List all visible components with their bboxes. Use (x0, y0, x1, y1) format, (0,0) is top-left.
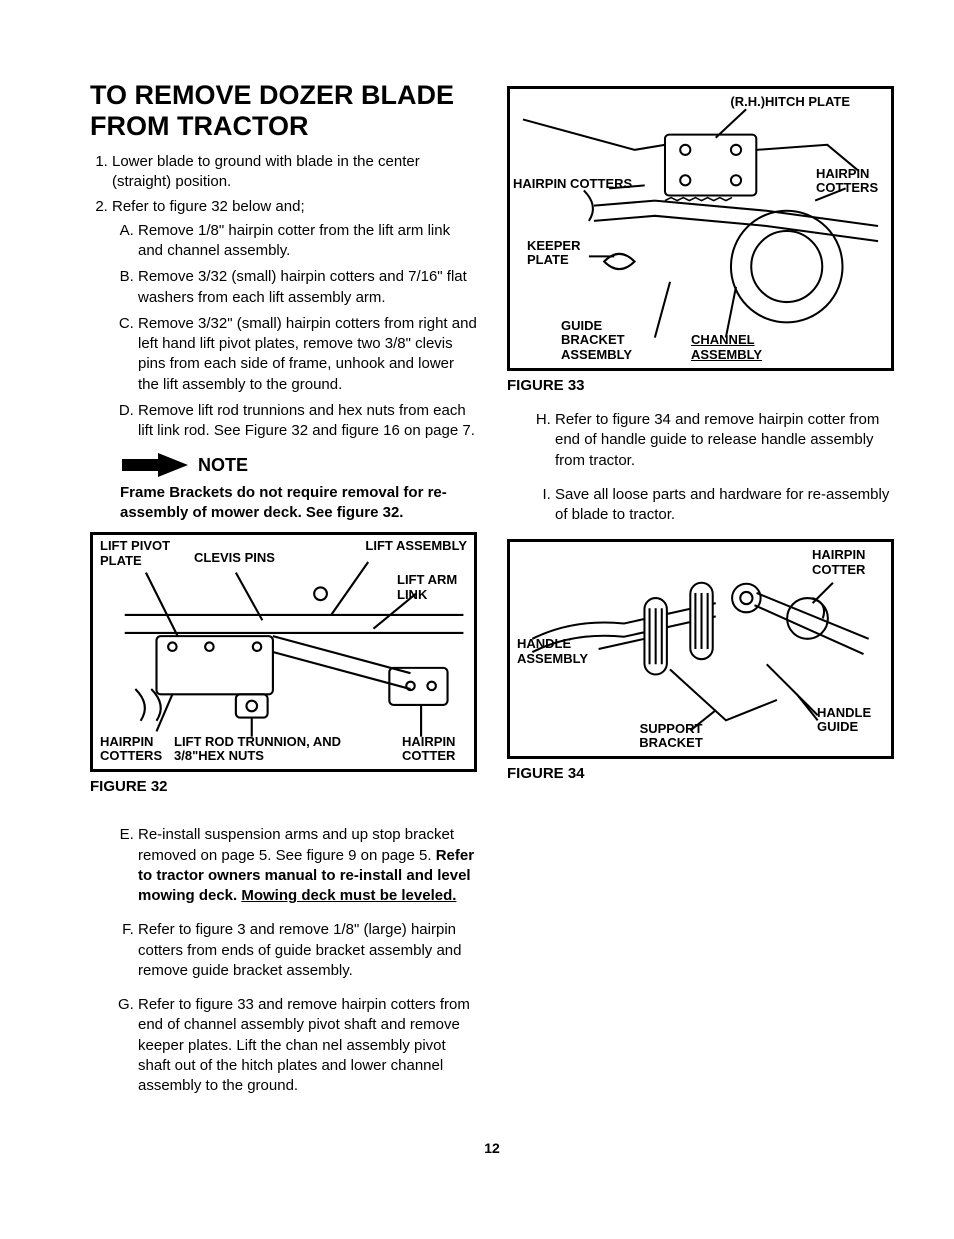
step-c: Remove 3/32" (small) hairpin cotters fro… (138, 314, 477, 395)
fig32-diagram (93, 535, 474, 769)
figure-32-box: LIFT PIVOT PLATE CLEVIS PINS LIFT ASSEMB… (90, 532, 477, 772)
figure-33-box: (R.H.)HITCH PLATE HAIRPIN COTTERS HAIRPI… (507, 86, 894, 371)
sub-steps-hi: Refer to figure 34 and remove hairpin co… (507, 410, 894, 525)
main-steps-list: Lower blade to ground with blade in the … (90, 152, 477, 441)
step-f: Refer to figure 3 and remove 1/8" (large… (138, 920, 477, 981)
step-b: Remove 3/32 (small) hairpin cotters and … (138, 267, 477, 308)
note-text: Frame Brackets do not require re­moval f… (120, 483, 477, 522)
figure-34-caption: FIGURE 34 (507, 765, 894, 782)
page-number: 12 (90, 1140, 894, 1156)
manual-page: TO REMOVE DOZER BLADE FROM TRACTOR Lower… (0, 0, 954, 1196)
step-2-text: Refer to figure 32 below and; (112, 198, 305, 215)
step-g: Refer to figure 33 and remove hairpin co… (138, 995, 477, 1096)
sub-steps-eg: Re-install suspension arms and up stop b… (90, 825, 477, 1096)
note-block: NOTE Frame Brackets do not require re­mo… (120, 451, 477, 522)
step-h: Refer to figure 34 and remove hairpin co… (555, 410, 894, 471)
fig33-diagram (510, 89, 891, 368)
right-column: (R.H.)HITCH PLATE HAIRPIN COTTERS HAIRPI… (507, 80, 894, 1110)
figure-33-caption: FIGURE 33 (507, 377, 894, 394)
figure-34-box: HAIRPIN COTTER HANDLE ASSEMBLY SUPPORT B… (507, 539, 894, 759)
fig34-diagram (510, 542, 891, 756)
page-title: TO REMOVE DOZER BLADE FROM TRACTOR (90, 80, 477, 142)
step-d: Remove lift rod trunnions and hex nuts f… (138, 401, 477, 442)
step-e-plain: Re-install suspension arms and up stop b… (138, 826, 454, 863)
arrow-icon (120, 451, 190, 479)
step-i: Save all loose parts and hardware for re… (555, 485, 894, 526)
note-label: NOTE (198, 455, 248, 476)
figure-32-caption: FIGURE 32 (90, 778, 477, 795)
step-e-bold-underline: Mowing deck must be leveled. (241, 887, 456, 904)
step-e: Re-install suspension arms and up stop b… (138, 825, 477, 906)
step-2: Refer to figure 32 below and; Remove 1/8… (112, 197, 477, 442)
step-1: Lower blade to ground with blade in the … (112, 152, 477, 193)
left-column: TO REMOVE DOZER BLADE FROM TRACTOR Lower… (90, 80, 477, 1110)
sub-steps-ad: Remove 1/8" hairpin cotter from the lift… (112, 221, 477, 442)
step-a: Remove 1/8" hairpin cotter from the lift… (138, 221, 477, 262)
